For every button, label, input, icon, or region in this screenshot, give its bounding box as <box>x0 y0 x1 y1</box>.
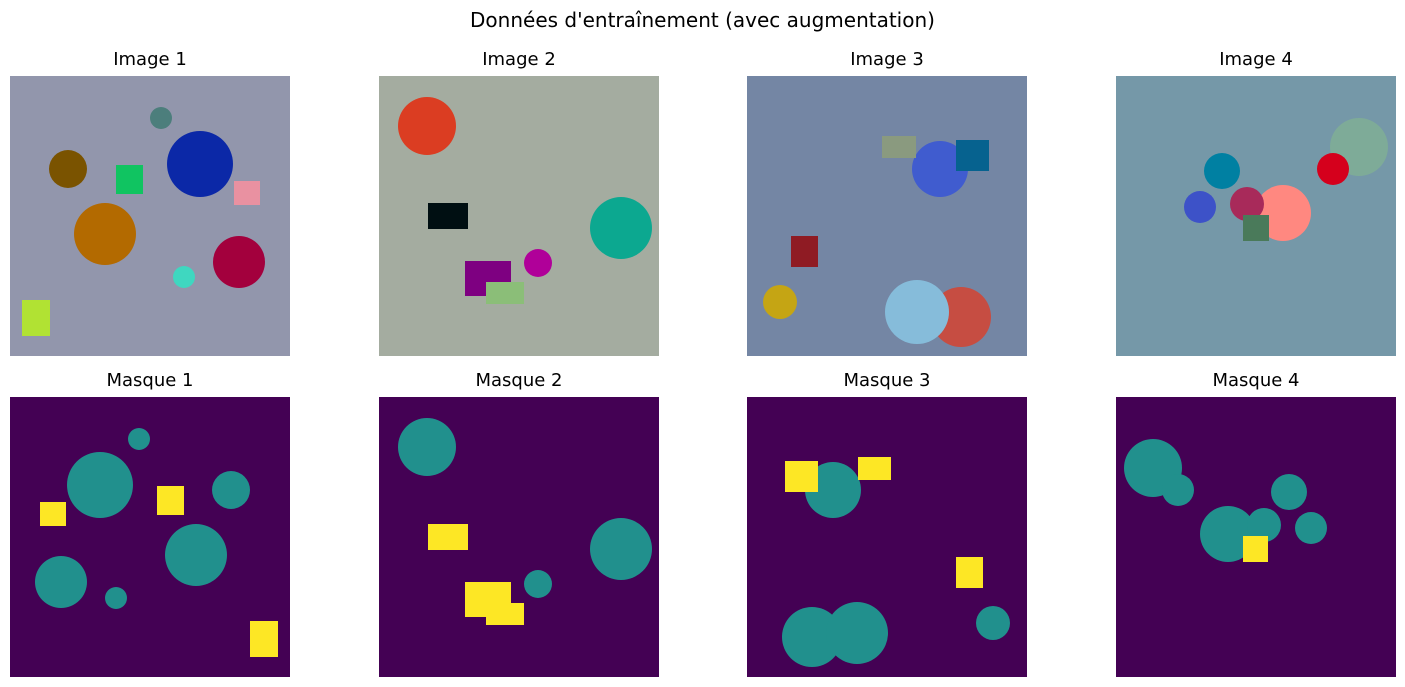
mask-shape-circle <box>1162 474 1194 506</box>
image-title-2: Image 2 <box>482 49 556 70</box>
mask-shape-circle <box>524 570 552 598</box>
image-shape-rect <box>791 236 818 267</box>
image-shape-circle <box>885 280 949 344</box>
image-shape-rect <box>486 282 524 304</box>
mask-shape-circle <box>105 587 127 609</box>
mask-canvas-3 <box>747 397 1027 677</box>
mask-title-3: Masque 3 <box>843 370 931 391</box>
mask-shape-circle <box>826 602 888 664</box>
mask-shape-circle <box>398 418 456 476</box>
image-title-3: Image 3 <box>850 49 924 70</box>
image-shape-rect <box>882 136 916 158</box>
image-shape-rect <box>116 165 143 194</box>
mask-shape-circle <box>805 462 861 518</box>
mask-shape-rect <box>858 457 891 480</box>
mask-shape-rect <box>486 603 524 625</box>
image-shape-rect <box>22 300 50 336</box>
image-shape-rect <box>428 203 468 229</box>
mask-shape-rect <box>1243 536 1268 562</box>
mask-shape-circle <box>67 452 133 518</box>
mask-shape-circle <box>212 471 250 509</box>
mask-shape-circle <box>976 606 1010 640</box>
mask-canvas-2 <box>379 397 659 677</box>
mask-shape-circle <box>782 607 842 667</box>
image-shape-circle <box>912 141 968 197</box>
image-title-1: Image 1 <box>113 49 187 70</box>
image-shape-circle <box>150 107 172 129</box>
image-canvas-1 <box>10 76 290 356</box>
image-shape-rect <box>956 140 989 171</box>
image-shape-rect <box>234 181 260 205</box>
image-title-4: Image 4 <box>1219 49 1293 70</box>
image-canvas-3 <box>747 76 1027 356</box>
mask-shape-rect <box>250 621 278 657</box>
mask-title-2: Masque 2 <box>475 370 563 391</box>
image-shape-rect <box>1243 215 1269 241</box>
image-shape-circle <box>1317 153 1349 185</box>
mask-shape-circle <box>1247 508 1281 542</box>
image-shape-circle <box>173 266 195 288</box>
mask-shape-circle <box>1295 512 1327 544</box>
image-shape-circle <box>1230 187 1264 221</box>
image-canvas-4 <box>1116 76 1396 356</box>
mask-canvas-1 <box>10 397 290 677</box>
image-shape-circle <box>74 203 136 265</box>
mask-shape-circle <box>590 518 652 580</box>
mask-shape-rect <box>157 486 184 515</box>
image-shape-circle <box>590 197 652 259</box>
mask-shape-rect <box>428 524 468 550</box>
mask-title-1: Masque 1 <box>106 370 194 391</box>
figure-title: Données d'entraînement (avec augmentatio… <box>470 8 935 32</box>
image-background <box>10 76 290 356</box>
image-shape-circle <box>398 97 456 155</box>
mask-shape-rect <box>785 461 818 492</box>
mask-shape-circle <box>35 556 87 608</box>
mask-shape-circle <box>165 524 227 586</box>
mask-shape-circle <box>1200 506 1256 562</box>
image-canvas-2 <box>379 76 659 356</box>
mask-background <box>10 397 290 677</box>
image-shape-circle <box>213 236 265 288</box>
mask-shape-rect <box>40 502 66 526</box>
mask-canvas-4 <box>1116 397 1396 677</box>
image-shape-circle <box>763 285 797 319</box>
mask-shape-circle <box>128 428 150 450</box>
mask-shape-circle <box>1271 474 1307 510</box>
image-shape-circle <box>524 249 552 277</box>
image-shape-circle <box>1204 153 1240 189</box>
image-shape-circle <box>1184 191 1216 223</box>
image-shape-circle <box>49 150 87 188</box>
image-shape-circle <box>167 131 233 197</box>
mask-title-4: Masque 4 <box>1212 370 1300 391</box>
mask-shape-rect <box>956 557 983 588</box>
